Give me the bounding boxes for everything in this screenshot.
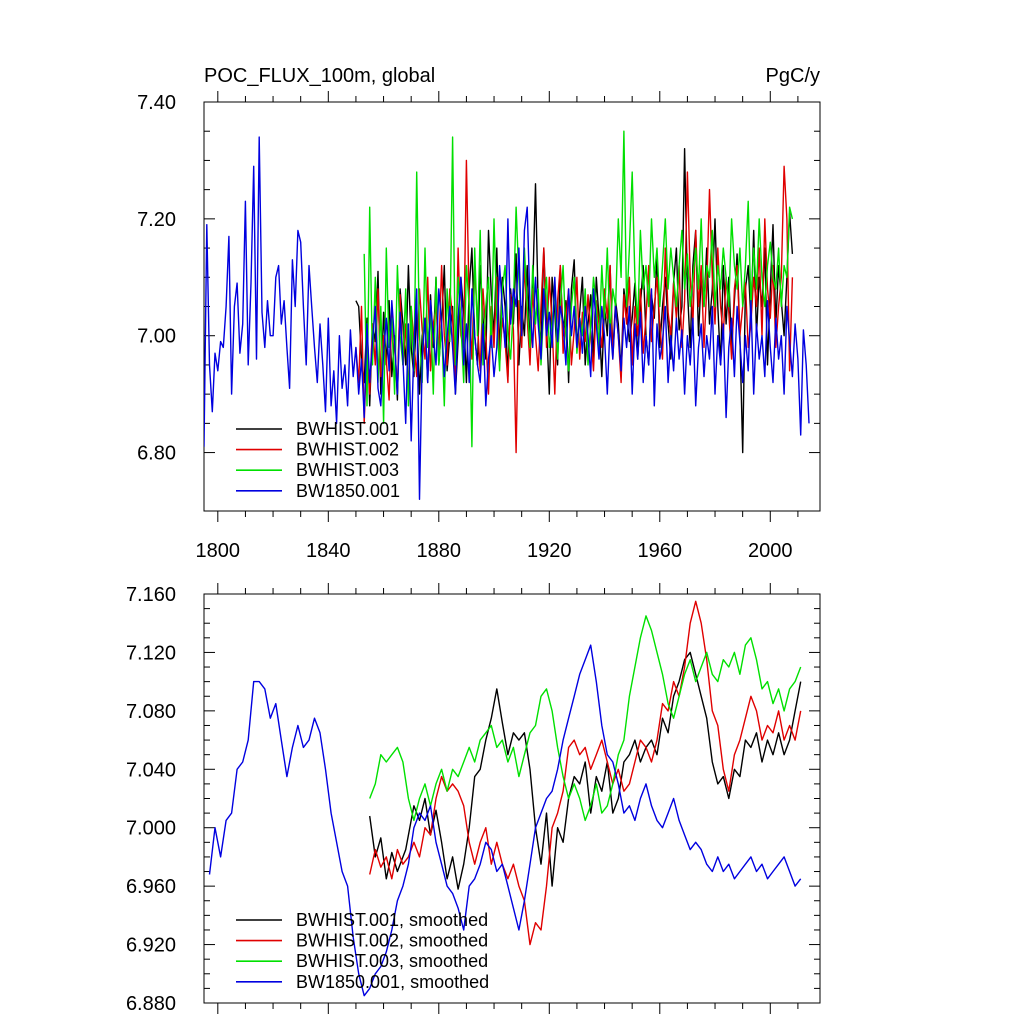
y-tick-label: 7.00 [137,326,176,348]
y-tick-label: 7.40 [137,92,176,114]
legend-label: BWHIST.003, smoothed [296,951,488,971]
y-tick-label: 7.120 [126,642,176,664]
x-tick-label: 1920 [527,540,572,562]
legend-label: BWHIST.003 [296,460,399,480]
legend-label: BWHIST.002, smoothed [296,931,488,951]
y-tick-label: 6.880 [126,993,176,1015]
legend-label: BW1850.001, smoothed [296,972,489,992]
x-tick-label: 1840 [306,540,351,562]
y-tick-label: 7.160 [126,584,176,606]
series-line-bw1850-001-smoothed [208,644,802,997]
legend-label: BW1850.001 [296,481,400,501]
x-tick-label: 1880 [417,540,462,562]
y-tick-label: 7.000 [126,818,176,840]
series-line-bwhist-001-smoothed [369,651,802,890]
y-tick-label: 7.080 [126,701,176,723]
x-tick-label: 1960 [638,540,683,562]
y-tick-label: 6.920 [126,935,176,957]
legend-label: BWHIST.002 [296,440,399,460]
x-tick-label: 1800 [196,540,241,562]
top-panel-units: PgC/y [766,65,820,87]
series-line-bwhist-002-smoothed [369,600,802,946]
y-tick-label: 7.040 [126,759,176,781]
y-tick-label: 6.960 [126,876,176,898]
series-line-bwhist-003-smoothed [369,615,802,822]
top-panel-poc-flux: POC_FLUX_100m, global PgC/y 1800 1840 1880… [137,65,821,562]
legend-label: BWHIST.001 [296,419,399,439]
series-line-bw1850-001 [204,136,810,500]
y-tick-label: 7.20 [137,209,176,231]
legend-label: BWHIST.001, smoothed [296,910,488,930]
y-tick-label: 6.80 [137,443,176,465]
top-panel-title: POC_FLUX_100m, global [204,65,435,87]
bottom-panel-smoothed: 6.880 6.920 6.960 7.000 7.040 7.080 7.120 7.160… [126,583,821,1015]
x-tick-label: 2000 [748,540,793,562]
